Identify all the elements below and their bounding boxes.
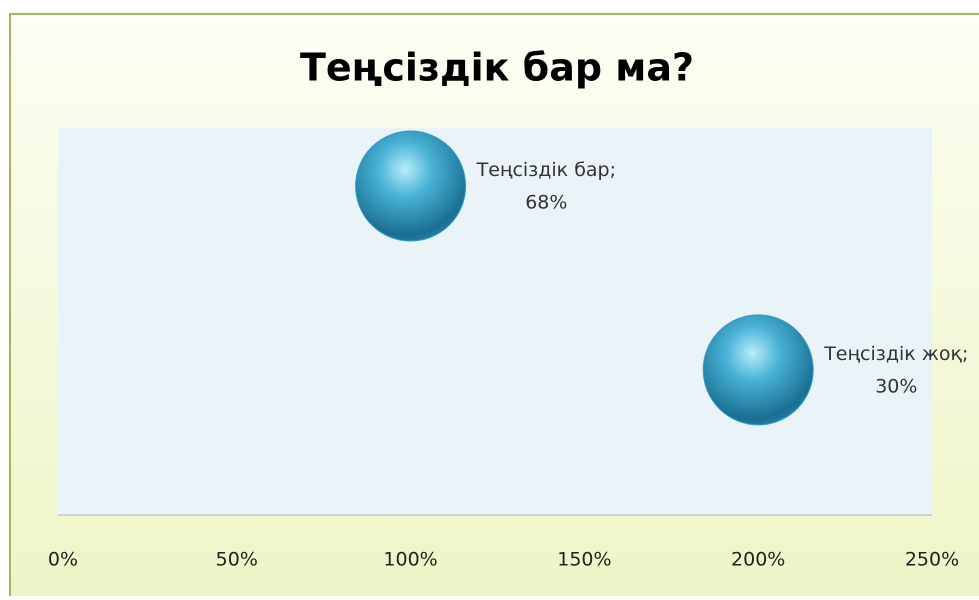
- bubble: [702, 314, 814, 426]
- x-tick-label: 200%: [731, 549, 785, 571]
- x-tick-label: 150%: [557, 549, 611, 571]
- bubble: [355, 130, 467, 242]
- data-label-category: Теңсіздік бар: [476, 159, 610, 181]
- x-tick-label: 250%: [905, 549, 959, 571]
- data-label: Теңсіздік жоқ;: [823, 342, 968, 364]
- data-label: Теңсіздік бар;: [476, 159, 616, 181]
- x-tick-label: 0%: [48, 549, 78, 571]
- data-label-value: 68%: [525, 192, 567, 214]
- data-label-category: Теңсіздік жоқ: [823, 342, 962, 364]
- data-label-value: 30%: [875, 375, 917, 397]
- x-tick-label: 100%: [383, 549, 437, 571]
- x-tick-label: 50%: [216, 549, 258, 571]
- plot-area: [58, 128, 932, 515]
- data-label-separator: ;: [610, 159, 616, 181]
- chart-title: Теңсіздік бар ма?: [300, 46, 694, 90]
- data-label-separator: ;: [962, 342, 968, 364]
